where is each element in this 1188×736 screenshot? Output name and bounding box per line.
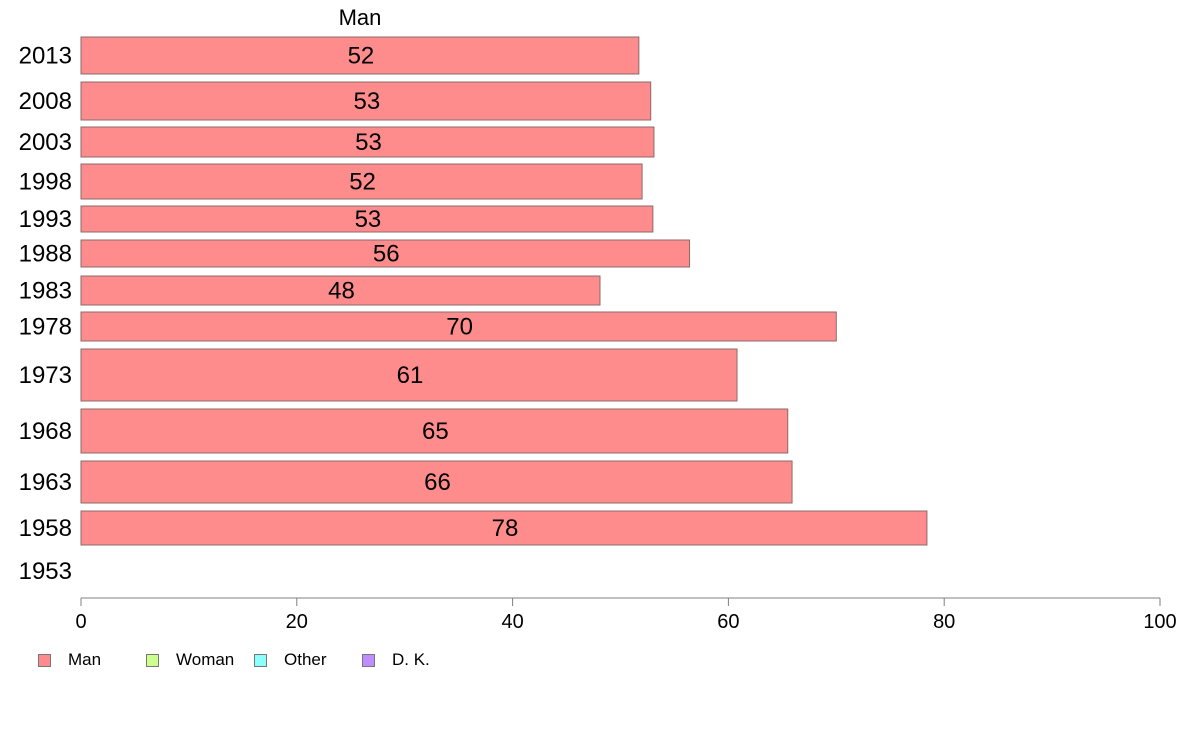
value-label-1963: 66 [424, 469, 451, 496]
bar-1993 [80, 205, 654, 233]
category-label-2008: 2008 [19, 88, 72, 115]
legend: Man Woman Other D. K. [38, 650, 430, 670]
x-axis: 0 20 40 60 80 100 [75, 597, 1177, 633]
bar-1998 [80, 163, 643, 200]
legend-label-man: Man [68, 650, 102, 669]
legend-item-man: Man [38, 650, 146, 670]
panel-header: Man [339, 5, 382, 30]
value-label-1998: 52 [349, 169, 376, 196]
legend-label-dk: D. K. [392, 650, 430, 669]
value-label-1973: 61 [397, 362, 424, 389]
category-label-1978: 1978 [19, 314, 72, 341]
category-label-1973: 1973 [19, 362, 72, 389]
category-label-1963: 1963 [19, 469, 72, 496]
legend-item-woman: Woman [146, 650, 254, 670]
bar-chart: Man 2013 52 2008 53 2003 53 1998 52 1993 53 1988 56… [19, 5, 1177, 633]
category-label-1998: 1998 [19, 169, 72, 196]
bars-group: 2013 52 2008 53 2003 53 1998 52 1993 53 1988 56 1983… [19, 36, 928, 585]
x-tick-label-100: 100 [1143, 611, 1176, 633]
value-label-2013: 52 [348, 43, 375, 70]
bar-1978 [80, 311, 837, 342]
value-label-1993: 53 [355, 206, 382, 233]
bar-2003 [80, 126, 655, 158]
bar-1968 [80, 408, 789, 454]
x-tick-label-40: 40 [501, 611, 523, 633]
bar-1958 [80, 510, 928, 546]
value-label-1958: 78 [492, 515, 519, 542]
category-label-1953: 1953 [19, 558, 72, 585]
x-tick-label-0: 0 [75, 611, 86, 633]
bar-2013 [80, 36, 640, 75]
category-label-1958: 1958 [19, 515, 72, 542]
value-label-2008: 53 [354, 88, 381, 115]
category-label-1983: 1983 [19, 278, 72, 305]
value-label-1983: 48 [328, 278, 355, 305]
value-label-1968: 65 [422, 418, 449, 445]
bar-1983 [80, 275, 601, 306]
legend-item-other: Other [254, 650, 362, 670]
legend-swatch-woman [146, 653, 159, 667]
legend-label-woman: Woman [176, 650, 235, 669]
x-tick-label-20: 20 [286, 611, 308, 633]
legend-swatch-man [38, 653, 51, 667]
legend-label-other: Other [284, 650, 327, 669]
legend-item-dk: D. K. [362, 650, 430, 670]
bar-1963 [80, 460, 793, 504]
category-label-1968: 1968 [19, 418, 72, 445]
bar-2008 [80, 81, 652, 121]
category-label-1993: 1993 [19, 206, 72, 233]
legend-swatch-other [254, 653, 267, 667]
value-label-1978: 70 [446, 314, 473, 341]
value-label-1988: 56 [373, 241, 400, 268]
bar-1988 [80, 239, 691, 268]
x-tick-label-80: 80 [933, 611, 955, 633]
value-label-2003: 53 [355, 129, 382, 156]
category-label-2013: 2013 [19, 43, 72, 70]
category-label-2003: 2003 [19, 129, 72, 156]
x-tick-label-60: 60 [717, 611, 739, 633]
bar-1973 [80, 348, 738, 402]
legend-swatch-dk [362, 653, 375, 667]
category-label-1988: 1988 [19, 241, 72, 268]
